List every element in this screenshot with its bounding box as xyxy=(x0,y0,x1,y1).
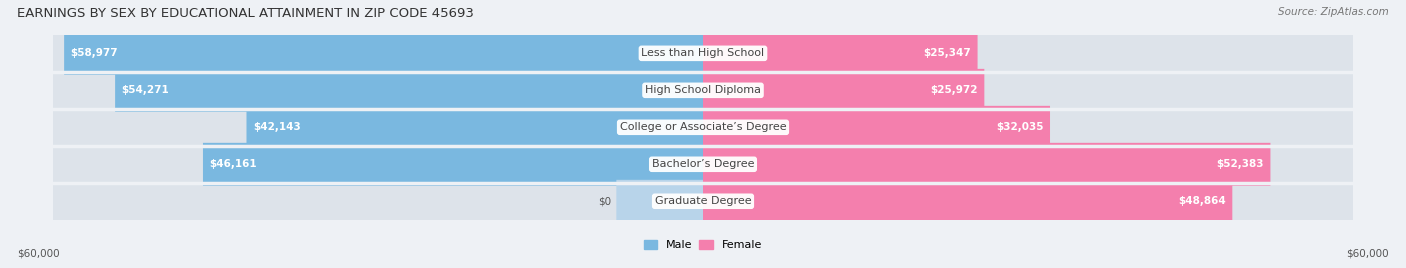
Legend: Male, Female: Male, Female xyxy=(640,236,766,255)
FancyBboxPatch shape xyxy=(53,180,1353,223)
Text: $46,161: $46,161 xyxy=(209,159,257,169)
Text: Bachelor’s Degree: Bachelor’s Degree xyxy=(652,159,754,169)
Text: $32,035: $32,035 xyxy=(995,122,1043,132)
Text: Source: ZipAtlas.com: Source: ZipAtlas.com xyxy=(1278,7,1389,17)
Text: $52,383: $52,383 xyxy=(1216,159,1264,169)
FancyBboxPatch shape xyxy=(53,32,1353,75)
FancyBboxPatch shape xyxy=(53,69,1353,112)
Text: $48,864: $48,864 xyxy=(1178,196,1226,206)
Text: College or Associate’s Degree: College or Associate’s Degree xyxy=(620,122,786,132)
FancyBboxPatch shape xyxy=(703,106,1050,149)
FancyBboxPatch shape xyxy=(115,69,703,112)
FancyBboxPatch shape xyxy=(703,69,984,112)
Text: $58,977: $58,977 xyxy=(70,48,118,58)
Text: $25,347: $25,347 xyxy=(924,48,972,58)
FancyBboxPatch shape xyxy=(53,106,1353,149)
FancyBboxPatch shape xyxy=(616,180,703,223)
FancyBboxPatch shape xyxy=(703,32,977,75)
Text: EARNINGS BY SEX BY EDUCATIONAL ATTAINMENT IN ZIP CODE 45693: EARNINGS BY SEX BY EDUCATIONAL ATTAINMEN… xyxy=(17,7,474,20)
Text: $60,000: $60,000 xyxy=(1347,248,1389,258)
Text: $42,143: $42,143 xyxy=(253,122,301,132)
FancyBboxPatch shape xyxy=(202,143,703,186)
Text: High School Diploma: High School Diploma xyxy=(645,85,761,95)
Text: Graduate Degree: Graduate Degree xyxy=(655,196,751,206)
FancyBboxPatch shape xyxy=(703,180,1232,223)
FancyBboxPatch shape xyxy=(703,143,1271,186)
Text: $25,972: $25,972 xyxy=(931,85,977,95)
Text: $0: $0 xyxy=(598,196,612,206)
Text: $60,000: $60,000 xyxy=(17,248,59,258)
FancyBboxPatch shape xyxy=(246,106,703,149)
Text: $54,271: $54,271 xyxy=(121,85,169,95)
FancyBboxPatch shape xyxy=(65,32,703,75)
FancyBboxPatch shape xyxy=(53,143,1353,186)
Text: Less than High School: Less than High School xyxy=(641,48,765,58)
